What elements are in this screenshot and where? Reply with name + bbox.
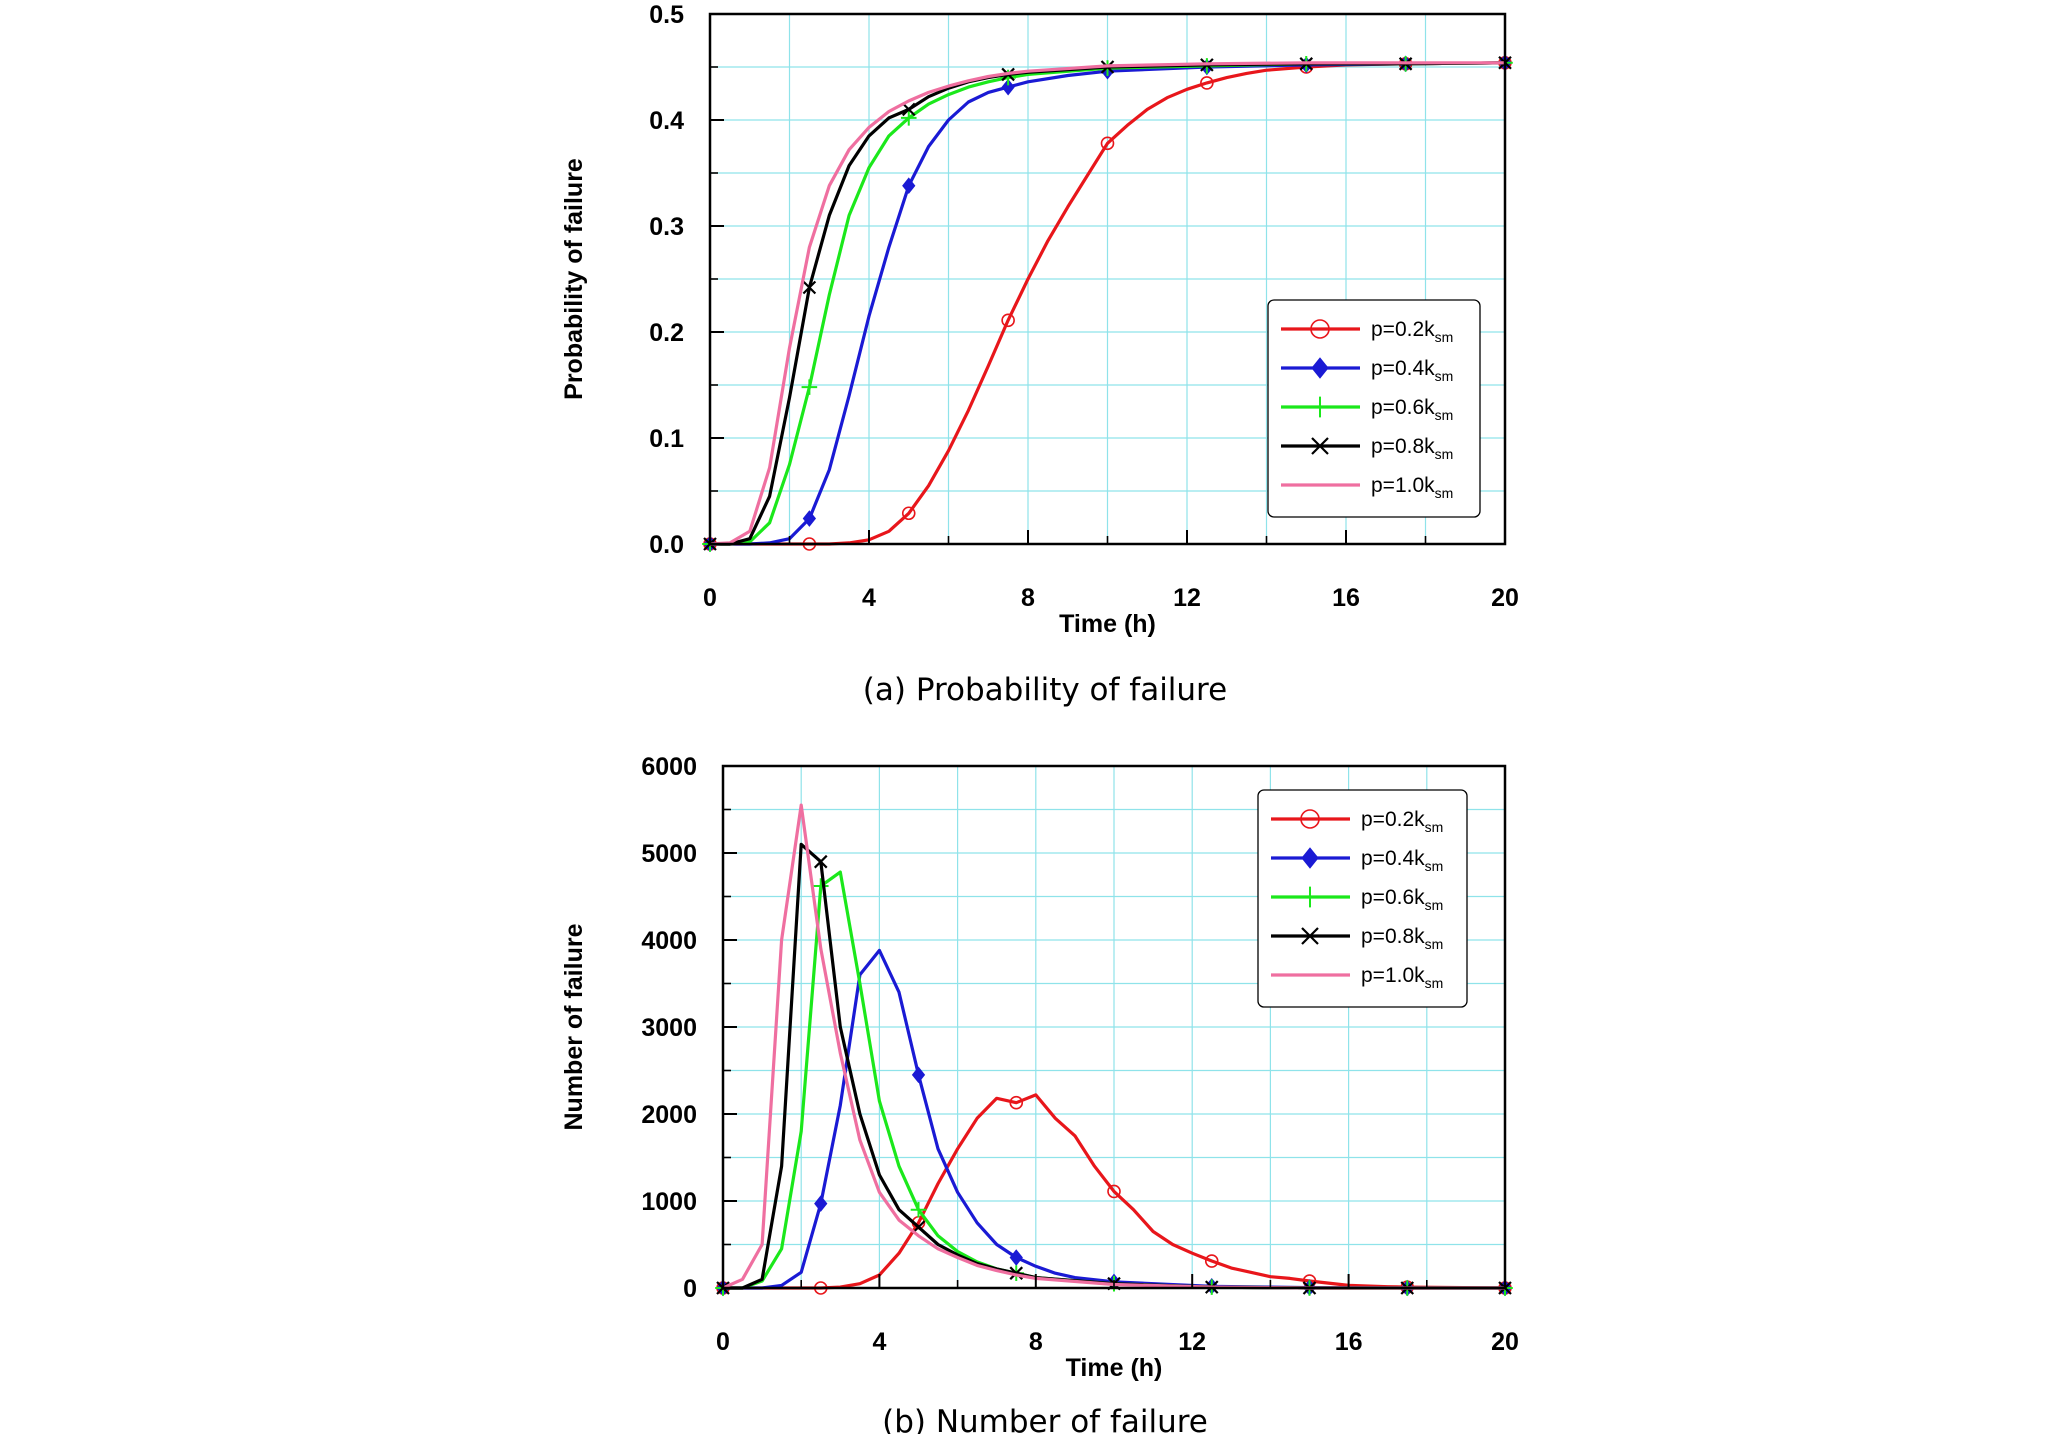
- legend-marker: [1309, 396, 1331, 418]
- data-point: [1200, 76, 1214, 90]
- series-5: [722, 803, 1505, 1290]
- data-point: [814, 1195, 828, 1212]
- x-tick-label: 16: [1332, 584, 1360, 612]
- y-axis-title: Probability of failure: [560, 158, 588, 400]
- data-point: [1009, 1249, 1023, 1266]
- legend-label: p=0.4ksm: [1371, 357, 1453, 384]
- y-tick-label: 4000: [641, 927, 697, 955]
- x-tick-label: 8: [1021, 584, 1035, 612]
- x-tick-label: 12: [1178, 1328, 1206, 1356]
- data-point: [900, 110, 917, 126]
- legend-marker: [1299, 886, 1321, 908]
- legend-box: [1267, 299, 1481, 518]
- y-tick-label: 0.5: [649, 1, 684, 29]
- legend-item: p=0.8ksm: [1281, 435, 1453, 462]
- data-point: [901, 102, 916, 117]
- series-5: [709, 61, 1505, 546]
- series-line: [710, 61, 1506, 546]
- data-point: [813, 854, 828, 869]
- legend-item: p=0.6ksm: [1271, 886, 1443, 913]
- y-tick-label: 0.3: [649, 213, 684, 241]
- chart-number-of-failure: 0 4 8 12 16 20 0 1000 2000 3000 4000 5000 6000 Time …: [560, 753, 1519, 1434]
- chart-caption: (b) Number of failure: [882, 1404, 1208, 1434]
- data-point: [802, 280, 817, 295]
- data-point: [911, 1066, 926, 1084]
- data-point: [801, 379, 818, 395]
- y-tick-label: 6000: [641, 753, 697, 781]
- x-tick-label: 4: [872, 1328, 886, 1356]
- legend-marker: [1311, 437, 1329, 455]
- data-point: [1001, 313, 1015, 328]
- legend-label: p=0.8ksm: [1371, 435, 1453, 462]
- x-axis-title: Time (h): [1059, 610, 1156, 638]
- x-tick-label: 12: [1173, 584, 1201, 612]
- legend-marker: [1300, 809, 1320, 829]
- data-point: [1107, 1184, 1121, 1199]
- legend-item: p=0.4ksm: [1281, 357, 1453, 384]
- legend-item: p=1.0ksm: [1281, 474, 1453, 501]
- y-tick-label: 0.1: [649, 425, 684, 453]
- y-tick-label: 5000: [641, 840, 697, 868]
- x-tick-label: 4: [862, 584, 876, 612]
- ticks: 0 4 8 12 16 20 0 1000 2000 3000 4000 5000 6000: [641, 753, 1519, 1356]
- legend-label: p=0.2ksm: [1361, 808, 1443, 835]
- legend-item: p=1.0ksm: [1271, 964, 1443, 991]
- chart-caption: (a) Probability of failure: [863, 672, 1227, 708]
- ticks: 0 4 8 12 16 20 0.0 0.1 0.2 0.3 0.4 0.5: [649, 1, 1519, 612]
- legend: p=0.2ksm p=0.4ksm p=0.6ksm p=0.8ksm p=1.0ksm: [1257, 789, 1468, 1008]
- legend-item: p=0.4ksm: [1271, 847, 1443, 874]
- y-tick-label: 3000: [641, 1014, 697, 1042]
- series-line: [723, 1093, 1506, 1290]
- legend-marker: [1301, 847, 1319, 869]
- data-point: [812, 878, 829, 894]
- series-line: [710, 61, 1506, 546]
- legend-label: p=0.4ksm: [1361, 847, 1443, 874]
- x-tick-label: 20: [1491, 1328, 1519, 1356]
- data-point: [1100, 136, 1115, 151]
- data-point: [1009, 1095, 1024, 1110]
- legend-label: p=0.6ksm: [1371, 396, 1453, 423]
- y-tick-label: 0.2: [649, 319, 684, 347]
- legend-label: p=0.8ksm: [1361, 925, 1443, 952]
- legend-item: p=0.6ksm: [1281, 396, 1453, 423]
- legend-label: p=1.0ksm: [1361, 964, 1443, 991]
- series-line: [722, 803, 1505, 1290]
- legend-label: p=0.2ksm: [1371, 318, 1453, 345]
- x-tick-label: 16: [1335, 1328, 1363, 1356]
- chart-probability-of-failure: 0 4 8 12 16 20 0.0 0.1 0.2 0.3 0.4 0.5 Time (h) Pro…: [560, 1, 1519, 708]
- data-point: [901, 506, 916, 521]
- legend-item: p=0.2ksm: [1271, 808, 1443, 835]
- x-tick-label: 8: [1029, 1328, 1043, 1356]
- y-axis-title: Number of failure: [560, 923, 588, 1130]
- legend-item: p=0.2ksm: [1281, 318, 1453, 345]
- data-point: [1001, 78, 1015, 96]
- legend: p=0.2ksm p=0.4ksm p=0.6ksm p=0.8ksm p=1.0ksm: [1267, 299, 1481, 518]
- data-point: [1204, 1254, 1219, 1268]
- y-tick-label: 0.4: [649, 107, 684, 135]
- legend-label: p=0.6ksm: [1361, 886, 1443, 913]
- data-point: [802, 510, 817, 527]
- data-point: [902, 177, 916, 195]
- y-tick-label: 2000: [641, 1101, 697, 1129]
- y-tick-label: 0: [683, 1275, 697, 1303]
- x-axis-title: Time (h): [1066, 1354, 1163, 1382]
- legend-item: p=0.8ksm: [1271, 925, 1443, 952]
- series-layer: [702, 54, 1513, 553]
- y-tick-label: 0.0: [649, 531, 684, 559]
- x-tick-label: 0: [703, 584, 717, 612]
- data-point: [910, 1201, 927, 1218]
- legend-label: p=1.0ksm: [1371, 474, 1453, 501]
- x-tick-label: 20: [1491, 584, 1519, 612]
- legend-box: [1257, 789, 1468, 1008]
- series-line: [709, 61, 1505, 546]
- y-tick-label: 1000: [641, 1188, 697, 1216]
- legend-marker: [1310, 319, 1330, 339]
- x-tick-label: 0: [716, 1328, 730, 1356]
- legend-marker: [1311, 357, 1329, 379]
- legend-marker: [1301, 927, 1319, 945]
